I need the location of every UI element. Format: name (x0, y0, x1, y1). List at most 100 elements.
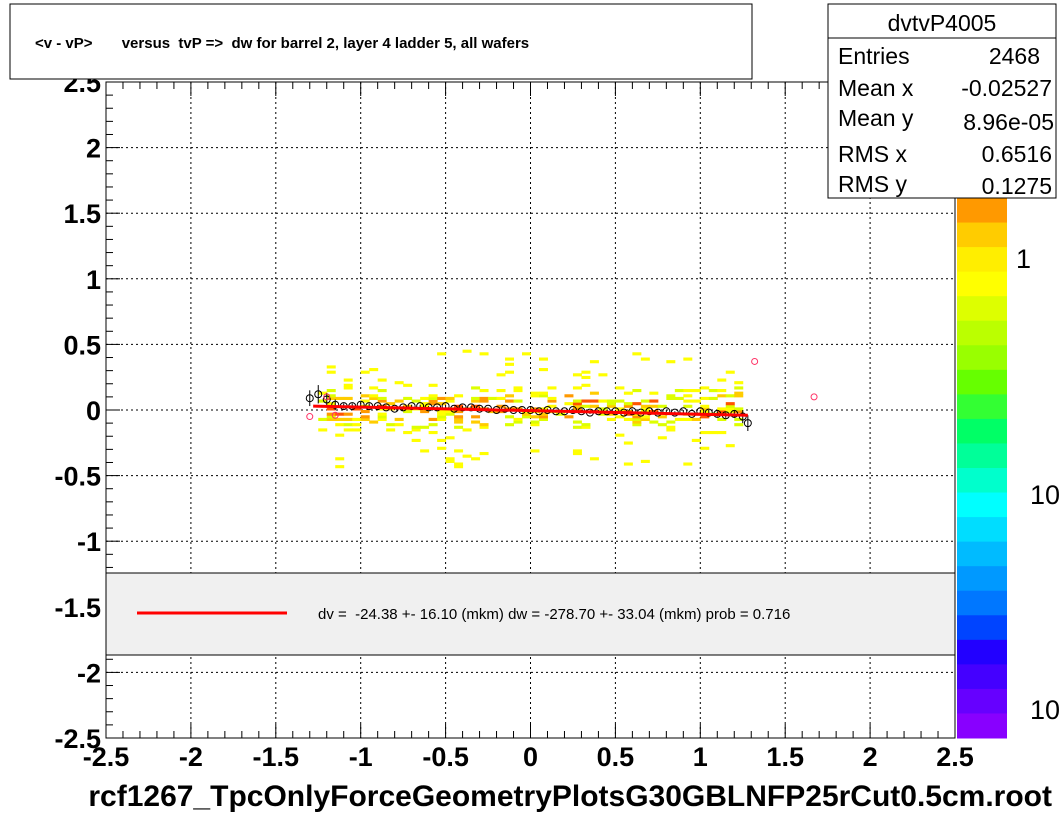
heatmap-cell (454, 417, 464, 421)
heatmap-cell (632, 423, 642, 427)
heatmap-cell (657, 415, 667, 419)
heatmap-cell (428, 394, 438, 398)
stats-label-rms-y: RMS y (838, 171, 908, 197)
heatmap-cell (479, 423, 489, 427)
heatmap-cell (318, 391, 328, 395)
heatmap-cell (522, 352, 531, 356)
heatmap-cell (479, 425, 489, 429)
heatmap-cell (606, 404, 616, 408)
heatmap-cell (445, 410, 455, 414)
heatmap-cell (505, 423, 515, 427)
heatmap-cell (411, 425, 421, 429)
heatmap-cell (360, 370, 370, 374)
heatmap-cell (734, 386, 744, 390)
heatmap-cell (411, 428, 421, 432)
heatmap-cell (717, 430, 727, 435)
heatmap-cell (657, 423, 667, 427)
y-tick-label: -2.5 (54, 724, 101, 754)
heatmap-cell (691, 438, 701, 442)
heatmap-cell (445, 457, 455, 461)
heatmap-cell (343, 386, 353, 390)
heatmap-cell (326, 417, 336, 421)
z-label-1: 1 (1016, 244, 1031, 274)
palette-band (957, 713, 1007, 739)
heatmap-cell (454, 462, 464, 466)
heatmap-cell (623, 404, 633, 408)
heatmap-cell (683, 389, 693, 393)
heatmap-cell (657, 436, 667, 440)
heatmap-cell (454, 449, 464, 453)
palette-band (957, 296, 1007, 322)
heatmap-cell (683, 394, 693, 398)
heatmap-cell (700, 386, 710, 390)
heatmap-cell (666, 396, 676, 401)
heatmap-cell (352, 423, 362, 427)
heatmap-cell (369, 394, 379, 398)
heatmap-cell (394, 399, 404, 403)
profile-point (743, 419, 752, 428)
heatmap-cell (581, 425, 591, 429)
heatmap-cell (530, 420, 540, 424)
profile-point (458, 403, 467, 412)
legend-box: dv = -24.38 +- 16.10 (mkm) dw = -278.70 … (105, 572, 956, 656)
heatmap-cell (572, 404, 582, 408)
heatmap-cell (505, 362, 515, 366)
heatmap-cell (572, 420, 582, 424)
heatmap-cell (352, 428, 362, 432)
heatmap-cell (606, 412, 616, 416)
title-box: <v - vP> versus tvP => dw for barrel 2, … (9, 3, 753, 80)
heatmap-cell (505, 394, 515, 398)
heatmap-cell (471, 415, 481, 419)
heatmap-cell (496, 373, 506, 377)
heatmap-cell (598, 399, 608, 403)
heatmap-cell (437, 396, 447, 401)
heatmap-cell (615, 433, 625, 437)
stats-value-rms-x: 0.6516 (982, 141, 1052, 167)
heatmap-cell (437, 438, 447, 442)
heatmap-cell (700, 410, 710, 414)
heatmap-cell (437, 410, 447, 414)
heatmap-cell (606, 399, 616, 403)
heatmap-cell (623, 462, 633, 466)
stats-label-rms-x: RMS x (838, 141, 908, 167)
heatmap-cell (623, 402, 633, 406)
heatmap-cell (326, 396, 336, 401)
heatmap-cell (666, 360, 676, 364)
heatmap-cell (589, 360, 599, 364)
heatmap-cell (530, 423, 540, 427)
heatmap-cell (471, 399, 481, 403)
heatmap-cell (572, 425, 582, 429)
heatmap-cell (479, 389, 489, 393)
heatmap-cell (386, 423, 396, 427)
outlier-point (751, 357, 759, 365)
heatmap-cell (335, 412, 345, 416)
heatmap-cell (479, 451, 489, 456)
palette-band (957, 394, 1007, 420)
heatmap-cell (632, 415, 642, 419)
heatmap-cell (572, 386, 582, 390)
heatmap-cell (513, 420, 523, 424)
fit-line-segment (313, 404, 748, 417)
heatmap-cell (318, 417, 328, 421)
heatmap-cell (700, 446, 710, 450)
heatmap-cell (369, 386, 379, 390)
heatmap-cell (369, 368, 379, 372)
palette-band (957, 639, 1007, 665)
stats-value-mean-x: -0.02527 (961, 75, 1052, 101)
heatmap-cell (479, 399, 489, 403)
palette-band (957, 443, 1007, 469)
heatmap-cell (734, 381, 744, 385)
heatmap-cell (343, 412, 353, 416)
heatmap-cell (725, 394, 735, 398)
heatmap-cell (445, 396, 455, 401)
palette-band (957, 517, 1007, 543)
x-tick-label: 1.5 (766, 742, 804, 772)
heatmap-cell (454, 465, 464, 469)
palette-band (957, 566, 1007, 592)
heatmap-cell (547, 386, 557, 390)
heatmap-cell (394, 417, 404, 421)
heatmap-cell (513, 399, 523, 403)
heatmap-cell (700, 430, 710, 435)
heatmap-cell (454, 420, 464, 424)
